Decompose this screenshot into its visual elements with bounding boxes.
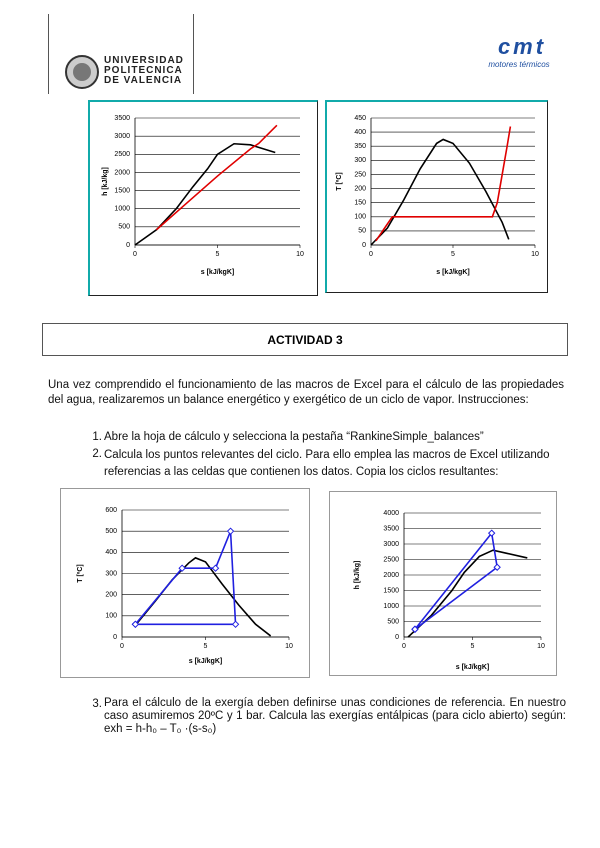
chart-frame [325,100,548,293]
text: DE VALENCIA [104,75,183,86]
y-tick-label: 1500 [114,187,130,194]
marker [211,564,220,572]
y-tick-label: 2500 [114,151,130,158]
y-tick-label: 400 [105,549,117,556]
chart: 0 50 100 150 200 250 300 350 400 450 0 5 10 s [kJ/kgK… [336,115,539,276]
step-number: 3. [92,698,102,710]
y-tick-label: 100 [354,214,366,221]
x-tick-label: 10 [285,643,293,650]
line [375,126,512,242]
y-tick-label: 200 [354,185,366,192]
chart: 0 500 1000 1500 2000 2500 3000 3500 0 5 10 s [kJ/kg… [102,115,304,276]
y-tick-label: 500 [387,618,399,625]
logo-subtitle: motores térmicos [488,60,550,69]
step-number: 2. [92,448,102,460]
x-tick-label: 0 [120,643,124,650]
y-tick-label: 250 [354,171,366,178]
x-tick-label: 10 [531,251,539,258]
marker [231,620,240,629]
y-tick-label: 0 [126,242,130,249]
y-tick-label: 3500 [114,115,130,122]
y-tick-label: 300 [105,570,117,577]
chart: 0 500 1000 1500 2000 2500 3000 3500 4000 0 5 10 s [k… [354,510,545,671]
line [134,530,237,626]
y-tick-label: 2500 [383,556,399,563]
y-tick-label: 400 [354,129,366,136]
y-tick-label: 600 [105,507,117,514]
line [155,124,278,231]
x-tick-label: 0 [133,251,137,258]
x-tick-label: 5 [471,643,475,650]
x-axis-label: s [kJ/kgK] [201,269,234,276]
step-number: 1. [92,431,102,443]
activity-title: ACTIVIDAD 3 [42,323,568,356]
university-name: UNIVERSIDAD POLITECNICA DE VALENCIA [104,56,184,86]
x-tick-label: 10 [296,251,304,258]
marker [178,564,186,572]
x-axis-label: s [kJ/kgK] [189,658,222,665]
y-tick-label: 4000 [383,510,399,517]
y-axis-label: h [kJ/kg] [102,167,109,196]
y-tick-label: 200 [105,592,117,599]
y-tick-label: 350 [354,143,366,150]
rule [48,14,49,94]
y-tick-label: 3000 [114,133,130,140]
x-tick-label: 5 [451,251,455,258]
y-tick-label: 0 [362,242,366,249]
line [407,549,528,638]
y-tick-label: 300 [354,157,366,164]
x-tick-label: 10 [537,643,545,650]
intro: Una vez comprendido el funcionamiento de… [48,379,564,406]
y-tick-label: 100 [105,613,117,620]
y-axis-label: T [ºC] [336,172,343,191]
step-text: Calcula los puntos relevantes del ciclo.… [104,449,550,478]
y-axis-label: h [kJ/kg] [354,561,361,590]
chart: 0 100 200 300 400 500 600 0 5 10 s [kJ/kgK] T [ºC] [77,507,293,665]
x-tick-label: 5 [204,643,208,650]
y-tick-label: 1000 [114,206,130,213]
marker [226,527,235,535]
text: UNIVERSIDAD [104,55,184,66]
step-text: Para el cálculo de la exergía deben defi… [104,697,566,735]
x-axis-label: s [kJ/kgK] [436,269,469,276]
logo: cmt [497,34,547,59]
marker [131,620,140,629]
marker [493,563,501,571]
line [134,142,276,246]
x-tick-label: 0 [369,251,373,258]
y-tick-label: 150 [354,200,366,207]
x-axis-label: s [kJ/kgK] [456,664,489,671]
y-tick-label: 1000 [383,603,399,610]
seal [65,55,99,89]
y-tick-label: 3000 [383,541,399,548]
y-tick-label: 0 [395,634,399,641]
chart-frame [60,488,310,678]
y-tick-label: 500 [105,528,117,535]
step-text: Abre la hoja de cálculo y selecciona la … [104,431,484,443]
line [414,531,499,630]
y-tick-label: 1500 [383,587,399,594]
chart-frame [329,491,557,676]
y-tick-label: 2000 [383,572,399,579]
chart-frame [88,100,318,296]
y-tick-label: 50 [358,228,366,235]
rule [193,14,194,94]
marker [487,529,496,537]
y-tick-label: 450 [354,115,366,122]
x-tick-label: 0 [402,643,406,650]
x-tick-label: 5 [216,251,220,258]
y-axis-label: T [ºC] [77,564,84,583]
y-tick-label: 500 [118,224,130,231]
y-tick-label: 3500 [383,525,399,532]
line [370,138,510,246]
y-tick-label: 0 [113,634,117,641]
y-tick-label: 2000 [114,169,130,176]
text: POLITECNICA [104,65,183,76]
marker [411,625,419,633]
